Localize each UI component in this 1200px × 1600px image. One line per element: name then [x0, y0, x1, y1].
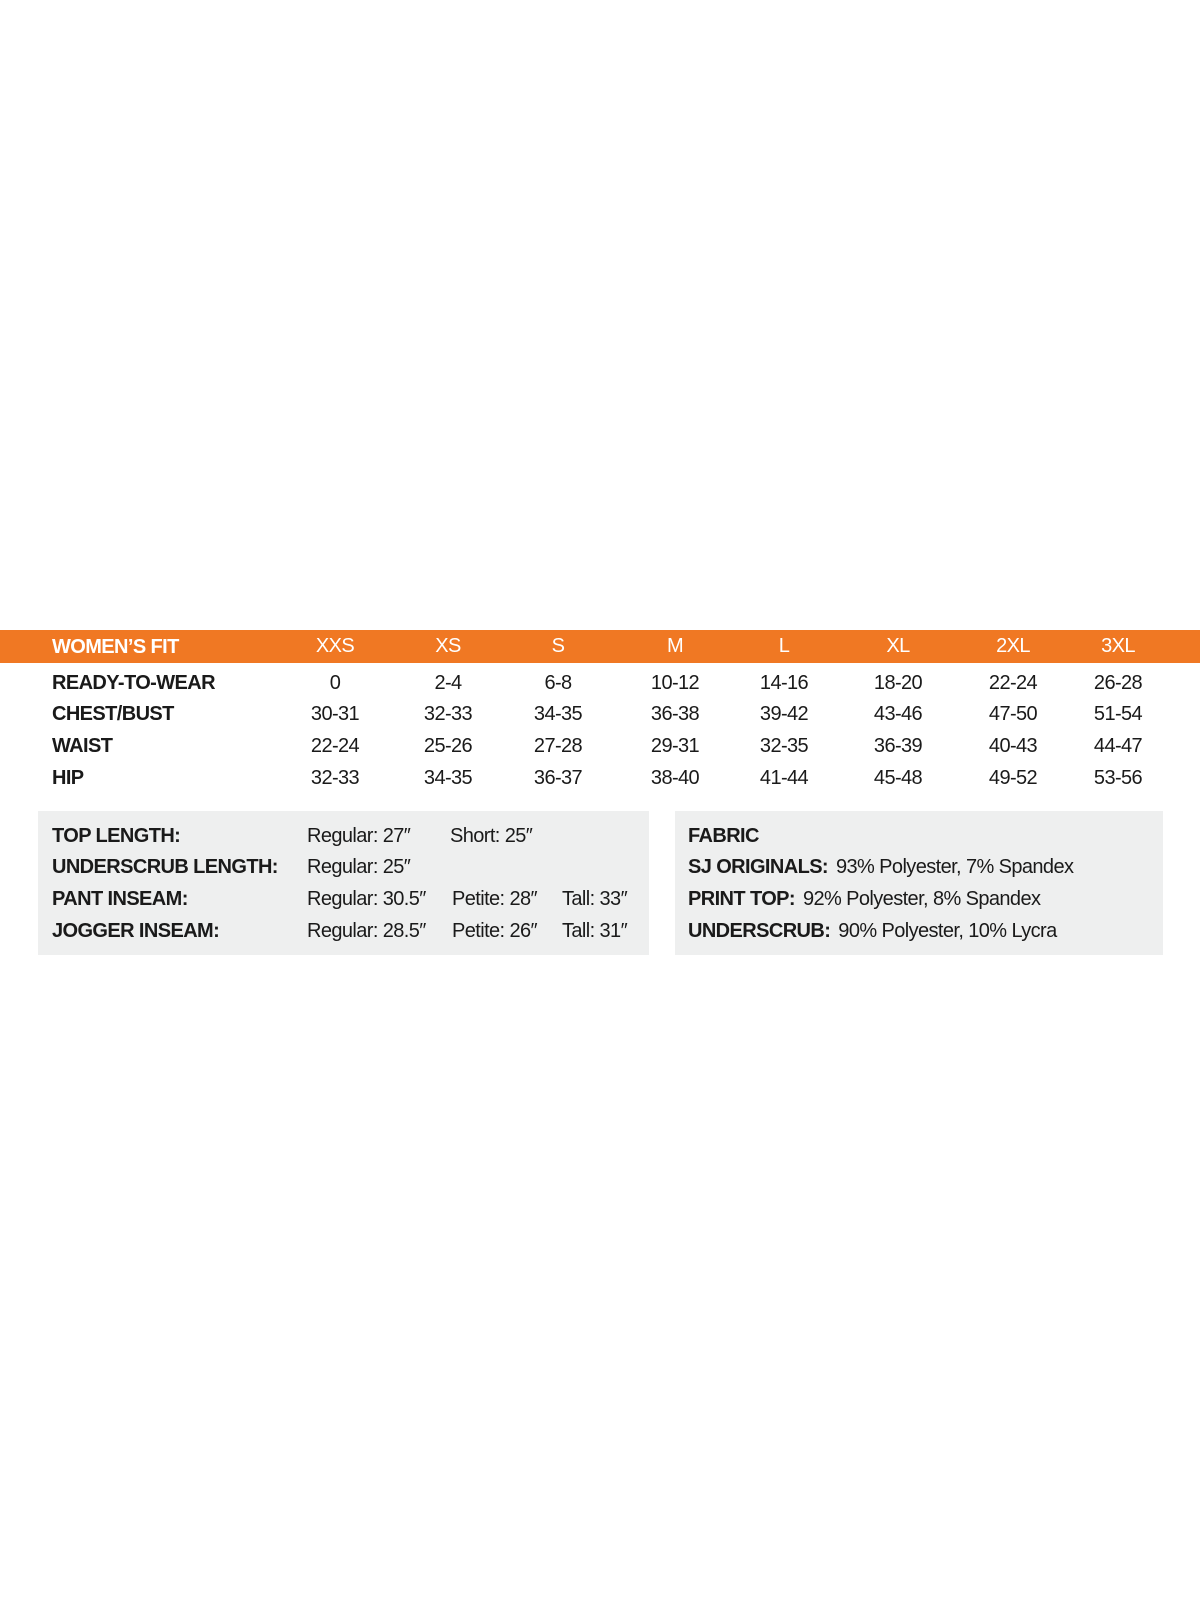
length-value: Regular: 30.5″ [307, 888, 426, 910]
lengths-box [38, 811, 649, 955]
table-cell: 26-28 [1093, 672, 1143, 694]
table-cell: 14-16 [759, 672, 809, 694]
table-cell: 10-12 [650, 672, 700, 694]
table-cell: 2-4 [434, 672, 462, 694]
fabric-label: SJ ORIGINALS: [688, 856, 829, 878]
table-cell: 0 [329, 672, 341, 694]
fabric-value: 93% Polyester, 7% Spandex [836, 856, 1074, 878]
length-value: Regular: 27″ [307, 825, 411, 847]
size-header: 3XL [1101, 635, 1135, 657]
table-cell: 45-48 [873, 767, 923, 789]
table-cell: 49-52 [988, 767, 1038, 789]
table-cell: 27-28 [533, 735, 583, 757]
fabric-label: UNDERSCRUB: [688, 920, 831, 942]
length-label: PANT INSEAM: [52, 888, 188, 910]
table-cell: 53-56 [1093, 767, 1143, 789]
table-cell: 36-38 [650, 703, 700, 725]
length-value: Tall: 31″ [562, 920, 628, 942]
table-cell: 36-37 [533, 767, 583, 789]
table-cell: 32-35 [759, 735, 809, 757]
table-cell: 32-33 [423, 703, 473, 725]
row-label: READY-TO-WEAR [52, 672, 216, 694]
table-cell: 39-42 [759, 703, 809, 725]
size-header: M [666, 635, 684, 657]
length-value: Petite: 28″ [452, 888, 538, 910]
table-cell: 32-33 [310, 767, 360, 789]
table-cell: 44-47 [1093, 735, 1143, 757]
fabric-title: FABRIC [688, 825, 759, 847]
length-value: Petite: 26″ [452, 920, 538, 942]
table-cell: 51-54 [1093, 703, 1143, 725]
fabric-box [675, 811, 1163, 955]
table-cell: 38-40 [650, 767, 700, 789]
table-cell: 41-44 [759, 767, 809, 789]
size-header: S [551, 635, 565, 657]
size-header: XL [886, 635, 910, 657]
table-cell: 34-35 [533, 703, 583, 725]
fabric-value: 90% Polyester, 10% Lycra [838, 920, 1057, 942]
table-cell: 47-50 [988, 703, 1038, 725]
table-cell: 22-24 [310, 735, 360, 757]
length-value: Tall: 33″ [562, 888, 628, 910]
length-value: Regular: 28.5″ [307, 920, 426, 942]
length-label: UNDERSCRUB LENGTH: [52, 856, 278, 878]
length-value: Short: 25″ [450, 825, 533, 847]
table-cell: 30-31 [310, 703, 360, 725]
table-title: WOMEN’S FIT [52, 636, 179, 658]
table-cell: 40-43 [988, 735, 1038, 757]
table-cell: 43-46 [873, 703, 923, 725]
table-cell: 34-35 [423, 767, 473, 789]
length-value: Regular: 25″ [307, 856, 411, 878]
fabric-value: 92% Polyester, 8% Spandex [802, 888, 1041, 910]
table-cell: 22-24 [988, 672, 1038, 694]
length-label: TOP LENGTH: [52, 825, 181, 847]
row-label: HIP [52, 767, 84, 789]
table-cell: 6-8 [544, 672, 572, 694]
table-cell: 36-39 [873, 735, 923, 757]
size-header: XXS [315, 635, 355, 657]
size-header: XS [435, 635, 461, 657]
size-table-header [0, 630, 1200, 663]
row-label: WAIST [52, 735, 113, 757]
table-cell: 25-26 [423, 735, 473, 757]
size-header: L [778, 635, 790, 657]
table-cell: 29-31 [650, 735, 700, 757]
table-cell: 18-20 [873, 672, 923, 694]
length-label: JOGGER INSEAM: [52, 920, 220, 942]
row-label: CHEST/BUST [52, 703, 174, 725]
size-header: 2XL [996, 635, 1030, 657]
fabric-label: PRINT TOP: [688, 888, 796, 910]
